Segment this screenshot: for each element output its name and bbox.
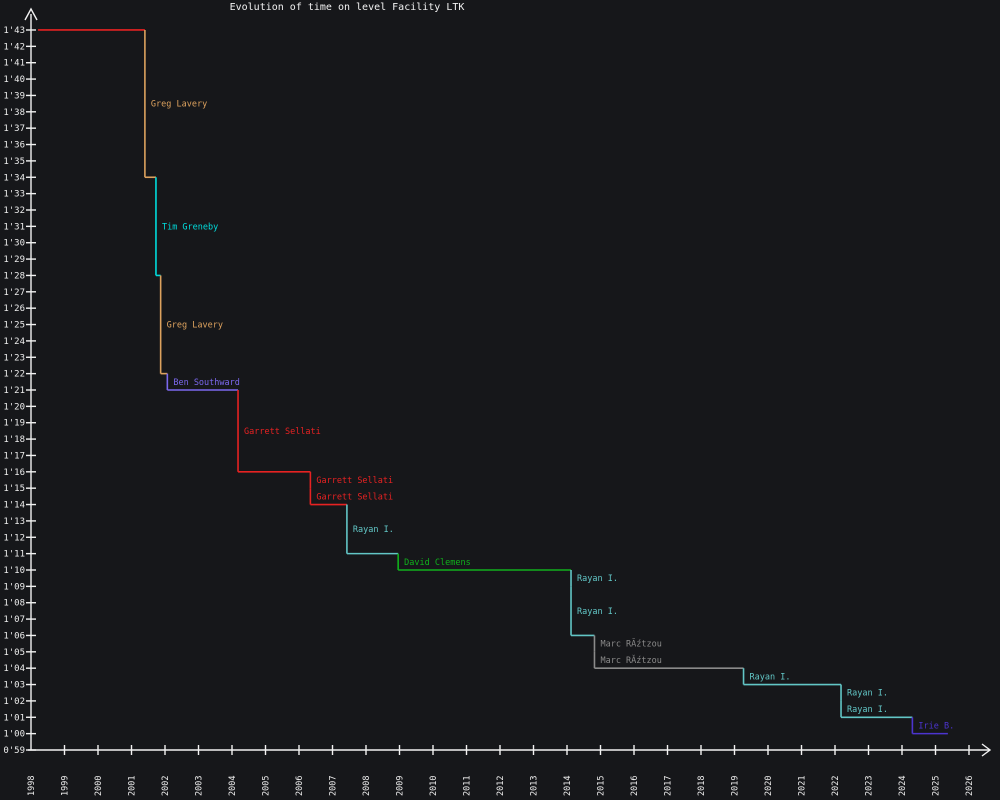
record-holder-label: Rayan I. bbox=[577, 607, 618, 617]
record-holder-label: Rayan I. bbox=[847, 705, 888, 715]
y-tick-label: 1'15 bbox=[3, 484, 25, 494]
y-tick-label: 1'30 bbox=[3, 239, 25, 249]
x-tick-label: 2008 bbox=[362, 776, 372, 796]
x-tick-label: 2011 bbox=[463, 776, 473, 796]
y-tick-label: 1'08 bbox=[3, 599, 25, 609]
y-tick-label: 1'39 bbox=[3, 91, 25, 101]
record-holder-label: Tim Greneby bbox=[162, 222, 218, 232]
x-tick-label: 2025 bbox=[932, 776, 942, 796]
x-tick-label: 2015 bbox=[597, 776, 607, 796]
record-holder-label: Ben Southward bbox=[173, 378, 240, 388]
y-tick-label: 1'29 bbox=[3, 255, 25, 265]
y-tick-label: 1'03 bbox=[3, 681, 25, 691]
y-tick-label: 1'35 bbox=[3, 157, 25, 167]
record-holder-label: Rayan I. bbox=[353, 525, 394, 535]
y-tick-label: 1'14 bbox=[3, 501, 25, 511]
y-tick-label: 1'26 bbox=[3, 304, 25, 314]
y-tick-label: 1'06 bbox=[3, 631, 25, 641]
x-tick-label: 2005 bbox=[262, 776, 272, 796]
x-tick-label: 2020 bbox=[764, 776, 774, 796]
record-holder-label: Greg Lavery bbox=[167, 321, 223, 331]
y-tick-label: 1'33 bbox=[3, 190, 25, 200]
x-tick-label: 2013 bbox=[530, 776, 540, 796]
y-tick-label: 1'22 bbox=[3, 370, 25, 380]
y-tick-label: 1'10 bbox=[3, 566, 25, 576]
record-holder-label: Rayan I. bbox=[847, 689, 888, 699]
y-tick-label: 1'19 bbox=[3, 419, 25, 429]
x-tick-label: 2018 bbox=[697, 776, 707, 796]
y-tick-label: 1'28 bbox=[3, 271, 25, 281]
record-holder-label: Garrett Sellati bbox=[316, 476, 393, 486]
x-tick-label: 2003 bbox=[195, 776, 205, 796]
record-holder-label: Rayan I. bbox=[750, 672, 791, 682]
x-tick-label: 2006 bbox=[295, 776, 305, 796]
y-tick-label: 1'24 bbox=[3, 337, 25, 347]
y-tick-label: 1'23 bbox=[3, 353, 25, 363]
record-holder-label: Marc RĂźtzou bbox=[600, 654, 661, 666]
x-tick-label: 2019 bbox=[731, 776, 741, 796]
y-tick-label: 1'07 bbox=[3, 615, 25, 625]
x-tick-label: 2023 bbox=[865, 776, 875, 796]
record-holder-label: Greg Lavery bbox=[151, 100, 207, 110]
y-tick-label: 1'31 bbox=[3, 222, 25, 232]
record-holder-label: Rayan I. bbox=[577, 574, 618, 584]
x-tick-label: 2024 bbox=[898, 776, 908, 796]
y-tick-label: 1'12 bbox=[3, 533, 25, 543]
x-tick-label: 2007 bbox=[329, 776, 339, 796]
x-tick-label: 2021 bbox=[798, 776, 808, 796]
record-holder-label: Marc RĂźtzou bbox=[600, 638, 661, 650]
x-tick-label: 2014 bbox=[563, 776, 573, 796]
y-tick-label: 1'37 bbox=[3, 124, 25, 134]
x-tick-label: 2017 bbox=[664, 776, 674, 796]
y-tick-label: 1'17 bbox=[3, 451, 25, 461]
y-tick-label: 1'04 bbox=[3, 664, 25, 674]
y-axis-arrow-icon bbox=[24, 7, 38, 21]
y-tick-label: 1'01 bbox=[3, 713, 25, 723]
chart-title: Evolution of time on level Facility LTK bbox=[229, 2, 465, 13]
x-tick-label: 2009 bbox=[396, 776, 406, 796]
y-tick-label: 1'21 bbox=[3, 386, 25, 396]
x-tick-label: 2012 bbox=[496, 776, 506, 796]
x-tick-label: 2002 bbox=[161, 776, 171, 796]
y-tick-label: 1'13 bbox=[3, 517, 25, 527]
y-tick-label: 1'42 bbox=[3, 42, 25, 52]
y-tick-label: 1'25 bbox=[3, 321, 25, 331]
x-tick-label: 2010 bbox=[429, 776, 439, 796]
y-tick-label: 1'34 bbox=[3, 173, 25, 183]
y-tick-label: 1'02 bbox=[3, 697, 25, 707]
record-holder-label: Garrett Sellati bbox=[244, 427, 321, 437]
y-tick-label: 1'05 bbox=[3, 648, 25, 658]
x-tick-label: 2000 bbox=[94, 776, 104, 796]
y-tick-label: 1'36 bbox=[3, 141, 25, 151]
x-tick-label: 2016 bbox=[630, 776, 640, 796]
y-tick-label: 1'18 bbox=[3, 435, 25, 445]
x-tick-label: 2022 bbox=[831, 776, 841, 796]
y-tick-label: 0'59 bbox=[3, 746, 25, 756]
record-holder-label: David Clemens bbox=[404, 558, 471, 568]
y-tick-label: 1'27 bbox=[3, 288, 25, 298]
x-tick-label: 2026 bbox=[965, 776, 975, 796]
y-tick-label: 1'09 bbox=[3, 582, 25, 592]
y-tick-label: 1'11 bbox=[3, 550, 25, 560]
y-tick-label: 1'40 bbox=[3, 75, 25, 85]
x-tick-label: 2001 bbox=[128, 776, 138, 796]
y-tick-label: 1'41 bbox=[3, 59, 25, 69]
x-tick-label: 1999 bbox=[61, 776, 71, 796]
y-tick-label: 1'16 bbox=[3, 468, 25, 478]
y-tick-label: 1'32 bbox=[3, 206, 25, 216]
record-holder-label: Garrett Sellati bbox=[316, 492, 393, 502]
x-tick-label: 1998 bbox=[27, 776, 37, 796]
x-tick-label: 2004 bbox=[228, 776, 238, 796]
y-tick-label: 1'20 bbox=[3, 402, 25, 412]
y-tick-label: 1'43 bbox=[3, 26, 25, 36]
record-holder-label: Irie B. bbox=[918, 721, 954, 731]
y-tick-label: 1'00 bbox=[3, 730, 25, 740]
x-axis-arrow-icon bbox=[981, 743, 992, 757]
y-tick-label: 1'38 bbox=[3, 108, 25, 118]
